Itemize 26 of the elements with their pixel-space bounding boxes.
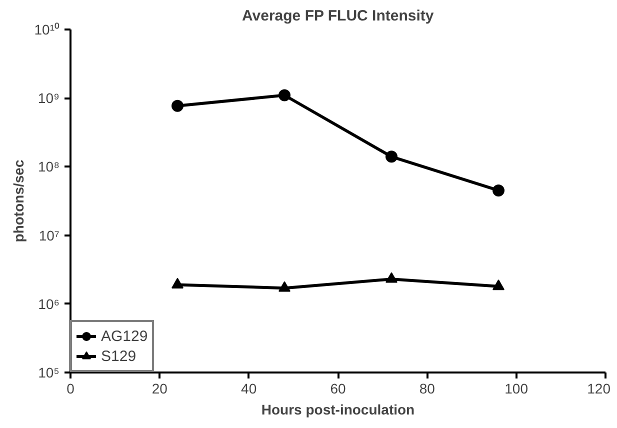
x-tick-label: 100 bbox=[504, 380, 528, 396]
y-tick-label: 10⁶ bbox=[38, 296, 60, 312]
chart-title: Average FP FLUC Intensity bbox=[242, 8, 434, 24]
y-tick-label: 10¹⁰ bbox=[34, 22, 60, 38]
point bbox=[386, 272, 398, 283]
legend-label: AG129 bbox=[101, 328, 148, 344]
point bbox=[172, 100, 184, 112]
point bbox=[172, 278, 184, 288]
y-tick-label: 10⁸ bbox=[38, 158, 60, 175]
y-tick-label: 10⁹ bbox=[38, 90, 60, 106]
x-axis-title: Hours post-inoculation bbox=[261, 402, 415, 418]
x-tick-label: 80 bbox=[419, 380, 436, 396]
point bbox=[278, 89, 290, 102]
point bbox=[386, 150, 398, 163]
point bbox=[492, 280, 504, 290]
x-tick-label: 0 bbox=[66, 380, 75, 396]
legend-label: S129 bbox=[101, 348, 136, 364]
x-tick-label: 60 bbox=[330, 380, 346, 396]
point bbox=[278, 281, 290, 292]
x-tick-label: 120 bbox=[587, 380, 611, 396]
y-axis-title: photons/sec bbox=[10, 160, 26, 242]
y-tick-label: 10⁵ bbox=[38, 364, 60, 380]
x-tick-label: 40 bbox=[241, 380, 257, 396]
x-tick-label: 20 bbox=[152, 380, 168, 396]
y-tick-label: 10⁷ bbox=[38, 227, 60, 244]
point bbox=[492, 184, 504, 196]
